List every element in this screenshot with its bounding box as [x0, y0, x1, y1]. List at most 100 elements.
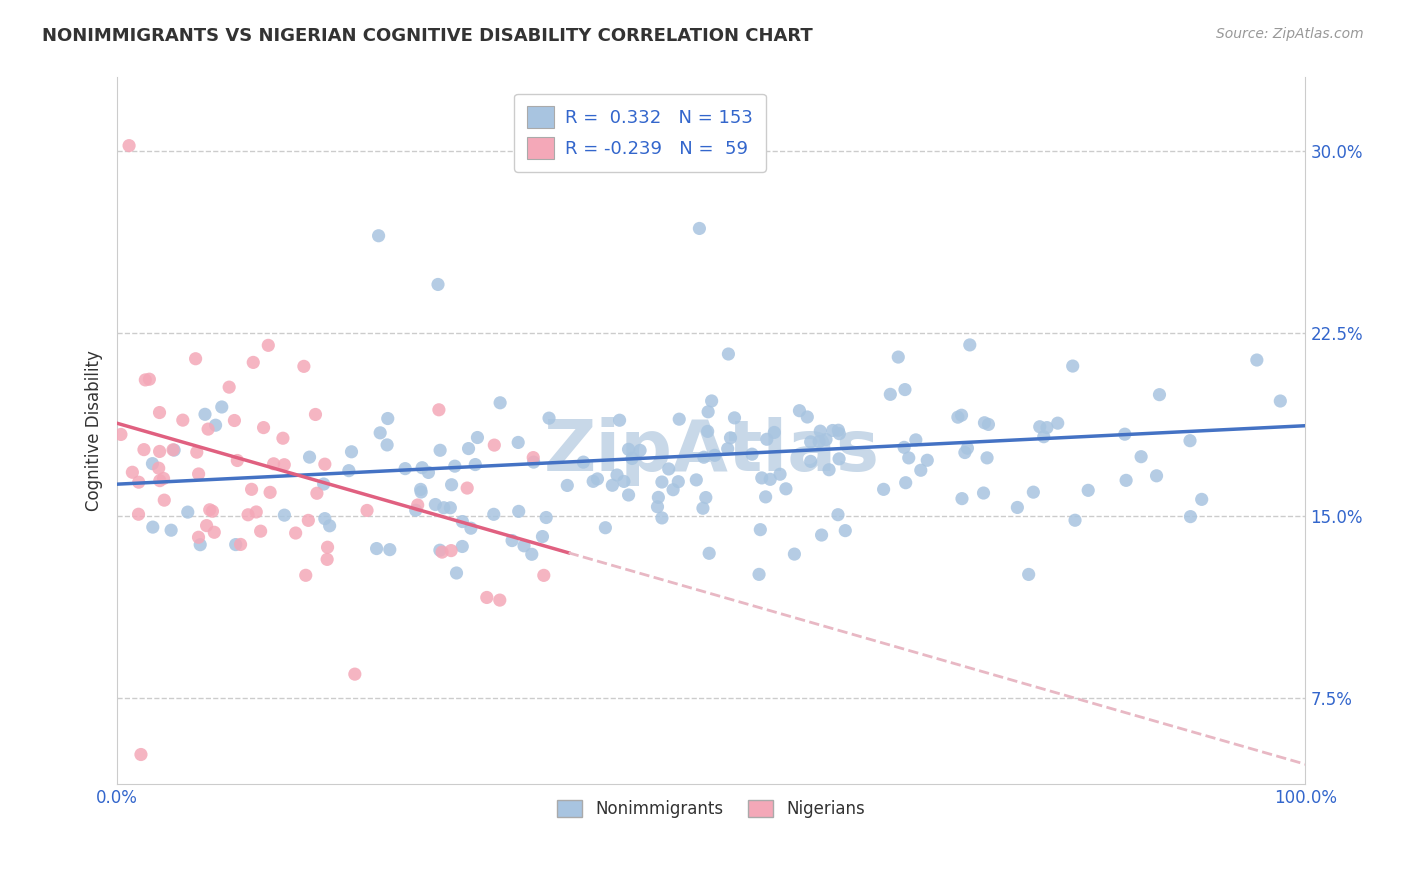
- Point: [411, 460, 433, 475]
- Point: [195, 518, 218, 533]
- Point: [533, 568, 555, 582]
- Point: [440, 543, 463, 558]
- Point: [685, 473, 707, 487]
- Point: [520, 547, 543, 561]
- Point: [717, 442, 740, 456]
- Point: [697, 405, 720, 419]
- Point: [692, 501, 714, 516]
- Point: [501, 533, 523, 548]
- Point: [377, 411, 399, 425]
- Point: [751, 471, 773, 485]
- Point: [118, 138, 141, 153]
- Point: [946, 410, 969, 425]
- Point: [572, 455, 595, 469]
- Point: [129, 747, 152, 762]
- Point: [356, 503, 378, 517]
- Point: [887, 350, 910, 364]
- Point: [827, 423, 849, 437]
- Point: [297, 513, 319, 527]
- Point: [343, 667, 366, 681]
- Point: [284, 526, 307, 541]
- Text: NONIMMIGRANTS VS NIGERIAN COGNITIVE DISABILITY CORRELATION CHART: NONIMMIGRANTS VS NIGERIAN COGNITIVE DISA…: [42, 27, 813, 45]
- Point: [621, 451, 644, 466]
- Point: [226, 453, 249, 467]
- Point: [523, 455, 546, 469]
- Point: [697, 546, 720, 560]
- Point: [741, 447, 763, 461]
- Point: [651, 475, 673, 489]
- Point: [201, 504, 224, 518]
- Point: [522, 450, 544, 465]
- Point: [312, 477, 335, 491]
- Point: [602, 478, 624, 492]
- Point: [443, 459, 465, 474]
- Point: [194, 407, 217, 421]
- Point: [586, 472, 609, 486]
- Point: [1178, 434, 1201, 448]
- Point: [149, 474, 172, 488]
- Point: [152, 471, 174, 485]
- Point: [1077, 483, 1099, 498]
- Point: [763, 425, 786, 440]
- Point: [953, 445, 976, 459]
- Point: [647, 491, 669, 505]
- Point: [613, 475, 636, 489]
- Point: [271, 431, 294, 445]
- Point: [531, 530, 554, 544]
- Point: [1246, 353, 1268, 368]
- Point: [425, 498, 447, 512]
- Point: [695, 491, 717, 505]
- Point: [439, 500, 461, 515]
- Point: [513, 539, 536, 553]
- Point: [409, 483, 432, 497]
- Point: [242, 355, 264, 369]
- Point: [703, 448, 725, 462]
- Point: [617, 442, 640, 457]
- Point: [814, 433, 837, 447]
- Point: [1062, 359, 1084, 373]
- Point: [1149, 387, 1171, 401]
- Point: [406, 498, 429, 512]
- Point: [828, 451, 851, 466]
- Point: [451, 515, 474, 529]
- Point: [696, 425, 718, 439]
- Point: [537, 411, 560, 425]
- Point: [218, 380, 240, 394]
- Point: [172, 413, 194, 427]
- Point: [628, 443, 651, 458]
- Point: [162, 442, 184, 457]
- Point: [810, 528, 832, 542]
- Point: [1270, 394, 1292, 409]
- Point: [973, 416, 995, 430]
- Point: [1115, 474, 1137, 488]
- Point: [197, 422, 219, 436]
- Point: [582, 475, 605, 489]
- Point: [148, 461, 170, 475]
- Point: [367, 228, 389, 243]
- Point: [316, 552, 339, 566]
- Point: [1191, 492, 1213, 507]
- Point: [163, 443, 186, 458]
- Point: [821, 424, 844, 438]
- Point: [717, 347, 740, 361]
- Point: [1064, 513, 1087, 527]
- Point: [375, 438, 398, 452]
- Point: [427, 402, 450, 417]
- Point: [188, 538, 211, 552]
- Point: [204, 418, 226, 433]
- Point: [894, 475, 917, 490]
- Point: [457, 442, 479, 456]
- Point: [142, 520, 165, 534]
- Point: [305, 486, 328, 500]
- Point: [796, 409, 818, 424]
- Point: [464, 458, 486, 472]
- Point: [240, 483, 263, 497]
- Point: [314, 511, 336, 525]
- Point: [818, 463, 841, 477]
- Point: [976, 450, 998, 465]
- Point: [440, 477, 463, 491]
- Point: [555, 478, 578, 492]
- Legend: Nonimmigrants, Nigerians: Nonimmigrants, Nigerians: [550, 793, 872, 825]
- Point: [950, 491, 973, 506]
- Point: [177, 505, 200, 519]
